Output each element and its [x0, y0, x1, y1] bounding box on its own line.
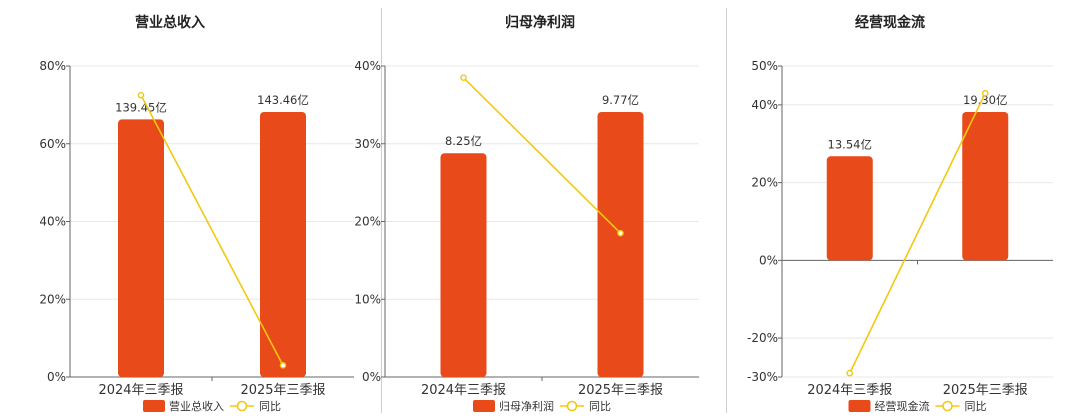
legend: 营业总收入 同比 — [143, 399, 281, 413]
legend-bar-swatch — [848, 400, 871, 412]
legend-bar-label: 归母净利润 — [499, 399, 554, 413]
chart-panel-net-profit: 归母净利润 0% 10% 20% 30% 40% 2024年三季报 2025年三季报 8.25… — [354, 0, 710, 419]
yoy-point — [846, 369, 854, 377]
y-tick-label: 40% — [39, 215, 66, 229]
x-category-label: 2025年三季报 — [943, 383, 1028, 398]
x-category-label: 2025年三季报 — [240, 383, 325, 398]
y-tick-label: 0% — [759, 253, 778, 267]
legend-line-marker — [566, 400, 578, 412]
yoy-line — [849, 92, 986, 374]
y-tick-label: 50% — [751, 59, 778, 73]
y-tick-label: 40% — [751, 98, 778, 112]
yoy-point — [279, 362, 287, 369]
y-tick-label: 40% — [354, 59, 381, 73]
legend-bar-label: 营业总收入 — [169, 399, 224, 413]
legend: 经营现金流 同比 — [848, 399, 987, 413]
chart-panel-cash-flow: 经营现金流 -30% -20% 0% 20% 40% 50% 2024年三季报 2025年三季… — [720, 0, 1060, 419]
bar-value-label: 19.30亿 — [963, 93, 1007, 107]
y-tick-label: 0% — [362, 370, 381, 384]
yoy-point — [981, 89, 989, 97]
legend: 归母净利润 同比 — [473, 399, 611, 413]
chart-svg: -30% -20% 0% 20% 40% 50% 2024年三季报 2025年三季报 13.54… — [747, 59, 1053, 413]
legend-bar-label: 经营现金流 — [875, 399, 930, 413]
bar — [260, 112, 306, 377]
chart-svg: 0% 20% 40% 60% 80% 2024年三季报 2025年三季报 139.45亿 143… — [39, 59, 354, 413]
bar — [597, 112, 644, 377]
y-tick-label: 20% — [39, 292, 66, 306]
y-tick-label: 20% — [354, 215, 381, 229]
x-category-label: 2025年三季报 — [578, 383, 663, 398]
x-category-label: 2024年三季报 — [98, 383, 183, 398]
bar-value-label: 9.77亿 — [602, 93, 639, 107]
yoy-line — [140, 94, 284, 366]
bar — [962, 112, 1009, 261]
bar-value-label: 143.46亿 — [257, 93, 309, 107]
yoy-point — [460, 74, 467, 81]
x-category-label: 2024年三季报 — [807, 383, 892, 398]
chart-panel-revenue: 营业总收入 0% 20% 40% 60% 80% 2024年三季报 2025年三季报 139.… — [0, 0, 354, 419]
y-tick-label: -20% — [747, 331, 778, 345]
chart-svg: 0% 10% 20% 30% 40% 2024年三季报 2025年三季报 8.25亿 9.77亿… — [354, 59, 699, 413]
yoy-line — [462, 77, 622, 234]
chart-title: 归母净利润 — [505, 15, 575, 31]
chart-title: 营业总收入 — [135, 15, 205, 31]
legend-line-marker — [236, 400, 248, 412]
y-tick-label: -30% — [747, 370, 778, 384]
y-tick-label: 20% — [751, 176, 778, 190]
y-tick-label: 10% — [354, 292, 381, 306]
bar — [440, 153, 487, 377]
y-tick-label: 0% — [47, 370, 66, 384]
panel-divider — [381, 8, 382, 413]
bar — [826, 156, 873, 261]
panel-divider — [726, 8, 727, 413]
yoy-point — [137, 91, 145, 99]
y-tick-label: 30% — [354, 137, 381, 151]
y-tick-label: 80% — [39, 59, 66, 73]
yoy-point — [617, 229, 624, 237]
bar — [118, 119, 164, 377]
bar-value-label: 13.54亿 — [828, 137, 872, 151]
legend-bar-swatch — [143, 400, 165, 412]
legend-line-marker — [942, 400, 953, 412]
legend-bar-swatch — [473, 400, 495, 412]
legend-line-label: 同比 — [965, 400, 987, 413]
bar-value-label: 139.45亿 — [115, 100, 167, 114]
legend-line-label: 同比 — [589, 400, 611, 413]
y-tick-label: 60% — [39, 137, 66, 151]
legend-line-label: 同比 — [259, 400, 281, 413]
chart-title: 经营现金流 — [855, 15, 925, 31]
bar-value-label: 8.25亿 — [445, 134, 482, 148]
x-category-label: 2024年三季报 — [421, 383, 506, 398]
